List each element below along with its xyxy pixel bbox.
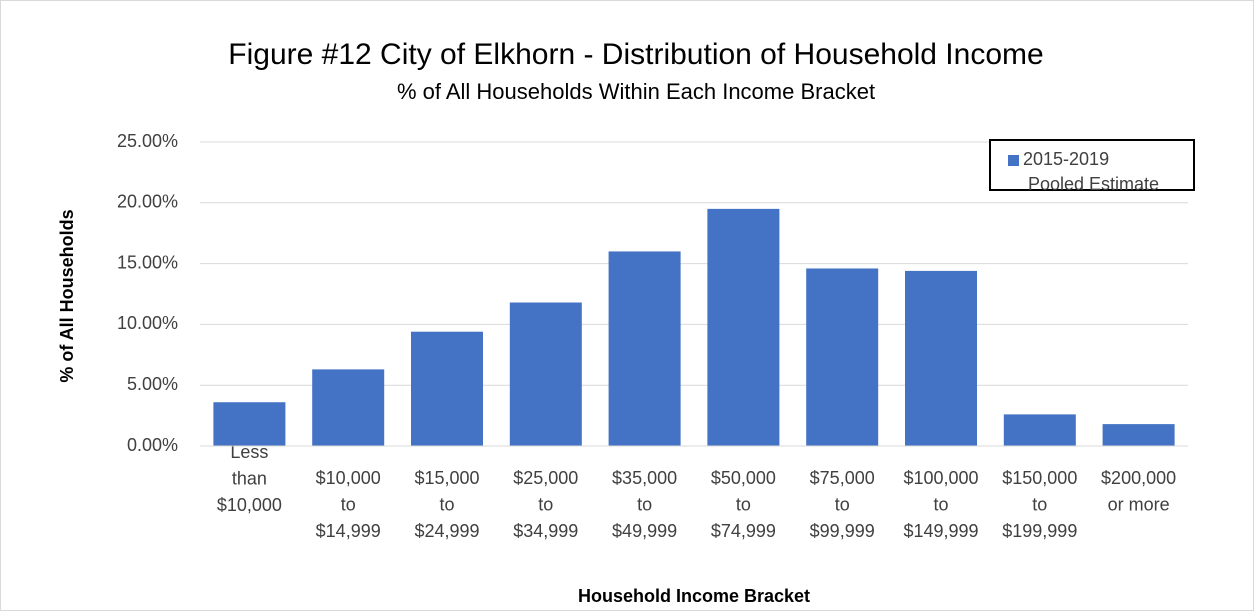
y-tick-label: 5.00% (127, 374, 178, 394)
x-tick-label: $75,000 to $99,999 (810, 468, 875, 541)
y-tick-label: 20.00% (117, 192, 178, 212)
y-tick-label: 10.00% (117, 313, 178, 333)
bar (509, 302, 582, 446)
bar (608, 251, 681, 446)
x-tick-label: Less than $10,000 (217, 442, 282, 515)
x-tick-label: $100,000 to $149,999 (903, 468, 978, 541)
bar (312, 369, 385, 446)
x-tick-label: $10,000 to $14,999 (316, 468, 381, 541)
x-tick-label: $15,000 to $24,999 (414, 468, 479, 541)
x-tick-label: $150,000 to $199,999 (1002, 468, 1077, 541)
chart-subtitle: % of All Households Within Each Income B… (397, 79, 875, 104)
bar (806, 268, 879, 446)
legend-swatch (1008, 155, 1019, 166)
x-tick-label: $35,000 to $49,999 (612, 468, 677, 541)
bar (1003, 414, 1076, 446)
bar (411, 331, 483, 446)
legend-label: 2015-2019 Pooled Estimate (1023, 149, 1159, 194)
legend-box (989, 139, 1195, 191)
y-tick-label: 0.00% (127, 435, 178, 455)
y-axis-label: % of All Households (57, 209, 77, 382)
x-axis-label: Household Income Bracket (578, 586, 810, 606)
x-tick-label: $25,000 to $34,999 (513, 468, 578, 541)
x-tick-label: $50,000 to $74,999 (711, 468, 776, 541)
bar (1102, 424, 1175, 446)
bar (707, 208, 780, 446)
y-tick-label: 15.00% (117, 252, 178, 272)
chart-title: Figure #12 City of Elkhorn - Distributio… (228, 38, 1043, 71)
bar (905, 270, 977, 446)
x-tick-label: $200,000 or more (1101, 468, 1176, 515)
y-tick-label: 25.00% (117, 131, 178, 151)
bar (213, 402, 286, 446)
